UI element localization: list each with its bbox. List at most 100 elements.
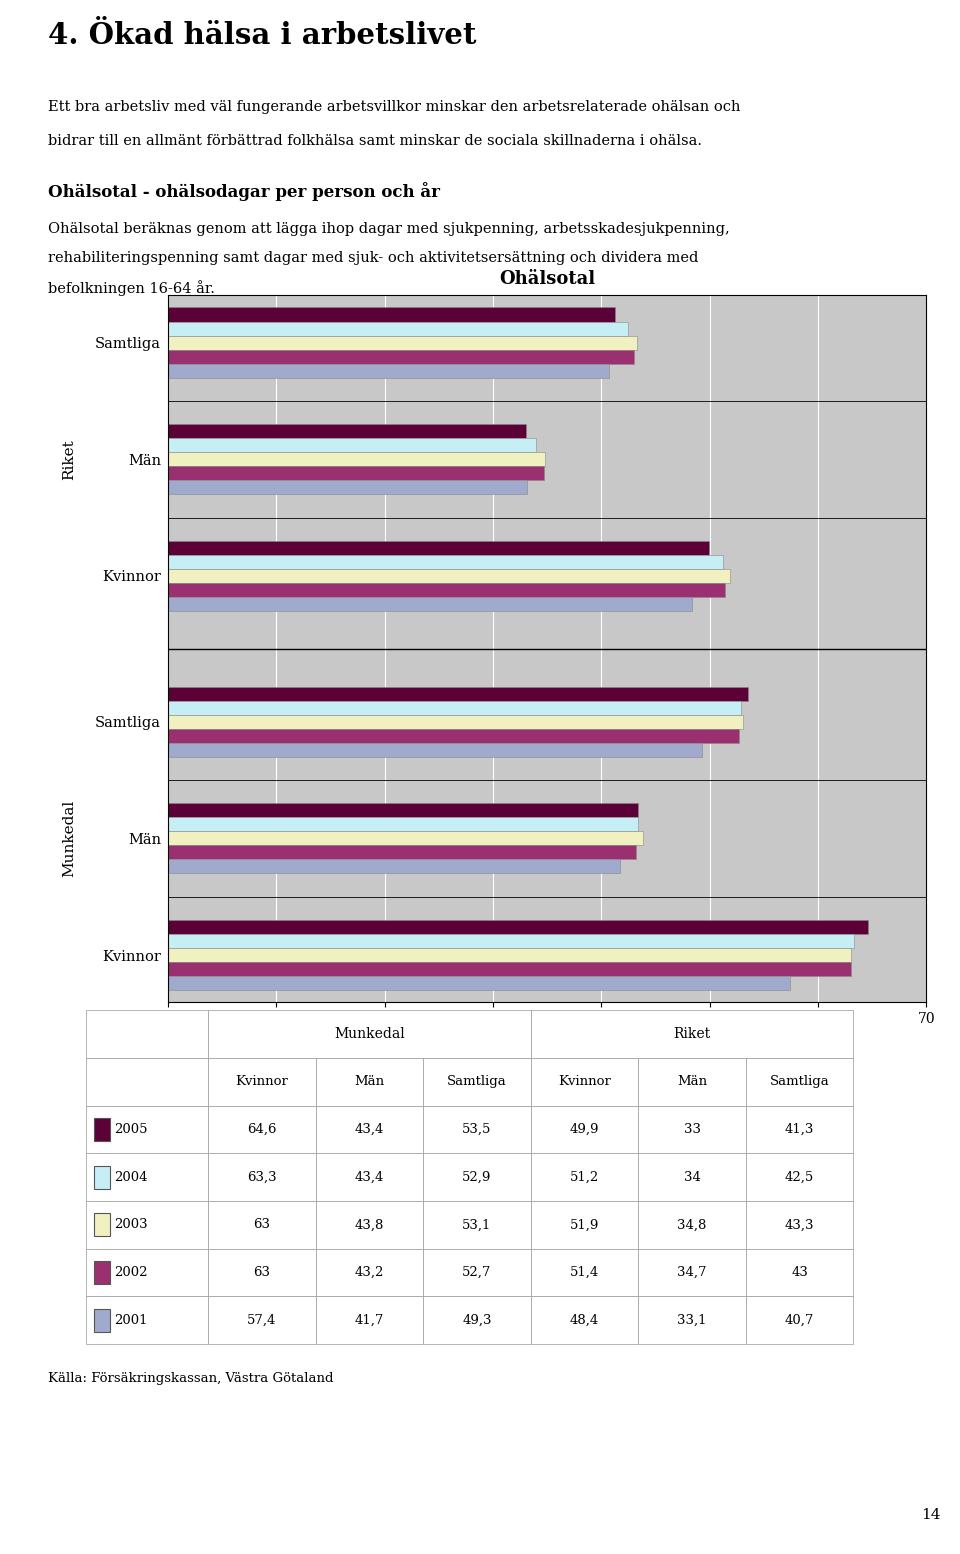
Bar bbox=[168, 541, 708, 555]
Text: 49,3: 49,3 bbox=[463, 1313, 492, 1327]
Bar bbox=[168, 920, 868, 934]
Bar bbox=[168, 452, 545, 466]
Bar bbox=[208, 1153, 316, 1201]
Bar bbox=[168, 350, 634, 364]
Bar bbox=[746, 1153, 853, 1201]
Bar bbox=[168, 438, 537, 452]
Bar bbox=[168, 322, 629, 336]
Bar bbox=[168, 729, 739, 743]
Text: 33: 33 bbox=[684, 1124, 701, 1136]
Bar bbox=[531, 1296, 638, 1344]
Bar bbox=[168, 569, 731, 583]
Bar bbox=[168, 803, 638, 817]
Text: 51,2: 51,2 bbox=[570, 1170, 599, 1184]
Text: Riket: Riket bbox=[62, 438, 77, 480]
Title: Ohälsotal: Ohälsotal bbox=[499, 270, 595, 287]
Bar bbox=[423, 1249, 531, 1296]
Bar bbox=[86, 1105, 208, 1153]
Text: 51,4: 51,4 bbox=[570, 1267, 599, 1279]
Text: 43,4: 43,4 bbox=[355, 1170, 384, 1184]
Bar bbox=[316, 1058, 423, 1105]
Bar bbox=[94, 1166, 109, 1189]
Bar bbox=[94, 1308, 109, 1332]
Bar bbox=[168, 831, 642, 845]
Bar bbox=[168, 336, 637, 350]
Bar bbox=[746, 1105, 853, 1153]
Text: Ohälsotal - ohälsodagar per person och år: Ohälsotal - ohälsodagar per person och å… bbox=[48, 182, 440, 200]
Text: Källa: Försäkringskassan, Västra Götaland: Källa: Försäkringskassan, Västra Götalan… bbox=[48, 1372, 333, 1385]
Text: 53,1: 53,1 bbox=[463, 1218, 492, 1231]
Text: Samtliga: Samtliga bbox=[770, 1075, 829, 1088]
Bar bbox=[208, 1249, 316, 1296]
Bar bbox=[208, 1105, 316, 1153]
Bar bbox=[168, 743, 702, 757]
Bar bbox=[316, 1296, 423, 1344]
Bar bbox=[531, 1249, 638, 1296]
Bar bbox=[423, 1296, 531, 1344]
Bar bbox=[423, 1153, 531, 1201]
Bar bbox=[168, 962, 851, 976]
Text: 52,9: 52,9 bbox=[463, 1170, 492, 1184]
Bar bbox=[638, 1058, 746, 1105]
Bar bbox=[746, 1201, 853, 1249]
Bar bbox=[423, 1201, 531, 1249]
Bar bbox=[638, 1296, 746, 1344]
Text: Kvinnor: Kvinnor bbox=[235, 1075, 288, 1088]
Text: 64,6: 64,6 bbox=[248, 1124, 276, 1136]
Bar bbox=[746, 1296, 853, 1344]
Bar bbox=[746, 1058, 853, 1105]
Bar bbox=[86, 1153, 208, 1201]
Bar bbox=[168, 715, 743, 729]
Bar bbox=[94, 1262, 109, 1284]
Bar bbox=[168, 597, 692, 611]
Bar bbox=[208, 1201, 316, 1249]
Text: 2002: 2002 bbox=[114, 1267, 148, 1279]
Text: 41,3: 41,3 bbox=[785, 1124, 814, 1136]
Text: 63,3: 63,3 bbox=[247, 1170, 276, 1184]
Bar bbox=[208, 1010, 531, 1058]
Bar bbox=[316, 1153, 423, 1201]
Bar bbox=[638, 1201, 746, 1249]
Text: rehabiliteringspenning samt dagar med sjuk- och aktivitetsersättning och divider: rehabiliteringspenning samt dagar med sj… bbox=[48, 250, 698, 264]
Bar bbox=[746, 1249, 853, 1296]
Bar bbox=[531, 1010, 853, 1058]
Bar bbox=[531, 1105, 638, 1153]
Text: Munkedal: Munkedal bbox=[62, 800, 77, 876]
Text: bidrar till en allmänt förbättrad folkhälsa samt minskar de sociala skillnaderna: bidrar till en allmänt förbättrad folkhä… bbox=[48, 135, 702, 149]
Bar bbox=[638, 1105, 746, 1153]
Text: 41,7: 41,7 bbox=[355, 1313, 384, 1327]
Text: 2004: 2004 bbox=[114, 1170, 148, 1184]
Bar bbox=[208, 1296, 316, 1344]
Text: 48,4: 48,4 bbox=[570, 1313, 599, 1327]
Text: 2001: 2001 bbox=[114, 1313, 148, 1327]
Bar bbox=[86, 1010, 208, 1058]
Text: 43,3: 43,3 bbox=[785, 1218, 814, 1231]
Text: 49,9: 49,9 bbox=[570, 1124, 599, 1136]
Bar bbox=[86, 1296, 208, 1344]
Text: 42,5: 42,5 bbox=[785, 1170, 814, 1184]
Text: 53,5: 53,5 bbox=[463, 1124, 492, 1136]
Text: Riket: Riket bbox=[674, 1027, 710, 1041]
Bar bbox=[531, 1201, 638, 1249]
Bar bbox=[86, 1058, 208, 1105]
Text: Män: Män bbox=[677, 1075, 708, 1088]
Text: 2003: 2003 bbox=[114, 1218, 148, 1231]
Bar bbox=[168, 687, 748, 701]
Text: 40,7: 40,7 bbox=[785, 1313, 814, 1327]
Text: Munkedal: Munkedal bbox=[334, 1027, 405, 1041]
Text: 63: 63 bbox=[253, 1267, 271, 1279]
Text: 4. Ökad hälsa i arbetslivet: 4. Ökad hälsa i arbetslivet bbox=[48, 20, 476, 50]
Bar bbox=[638, 1249, 746, 1296]
Bar bbox=[168, 976, 790, 990]
Text: Ohälsotal beräknas genom att lägga ihop dagar med sjukpenning, arbetsskadesjukpe: Ohälsotal beräknas genom att lägga ihop … bbox=[48, 222, 730, 236]
Bar bbox=[316, 1105, 423, 1153]
Bar bbox=[94, 1117, 109, 1141]
Text: 63: 63 bbox=[253, 1218, 271, 1231]
Bar bbox=[168, 859, 620, 873]
Bar bbox=[168, 948, 851, 962]
Bar bbox=[168, 480, 527, 494]
Bar bbox=[423, 1058, 531, 1105]
Bar bbox=[168, 701, 741, 715]
Bar bbox=[94, 1214, 109, 1237]
Bar bbox=[86, 1249, 208, 1296]
